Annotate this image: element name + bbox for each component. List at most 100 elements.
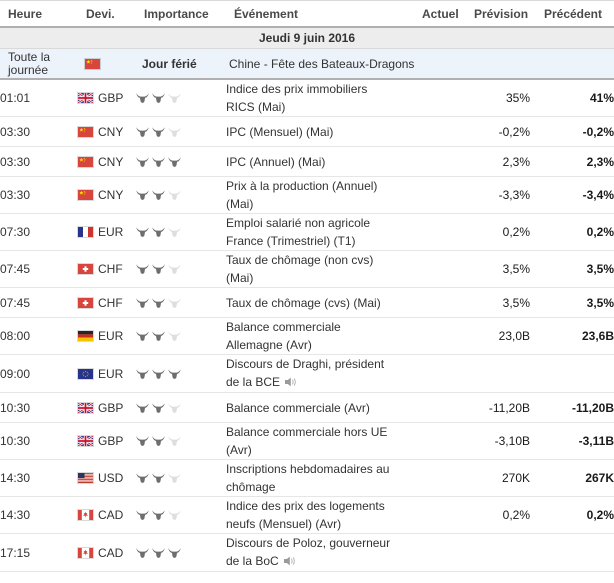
col-header-evenement: Événement [226,0,422,28]
holiday-forecast-value [474,48,530,80]
importance-rating [136,354,226,393]
bull-icon [168,157,181,168]
bull-icon [136,157,149,168]
flag-can-icon [78,510,93,520]
holiday-event-title[interactable]: Chine - Fête des Bateaux-Dragons [229,56,415,71]
importance-rating [136,459,226,497]
event-time: 03:30 [0,176,78,214]
event-time: 09:00 [0,354,78,393]
event-title[interactable]: Inscriptions hebdomadaires au chômage [226,462,390,494]
actual-value [422,392,474,423]
forecast-value: 23,0B [474,317,530,355]
previous-value: -3,11B [530,422,614,460]
bull-icon [152,298,165,309]
importance-rating [136,287,226,318]
bull-icon [152,369,165,380]
currency-code: CNY [98,124,124,139]
bull-icon [168,510,181,521]
event-title[interactable]: Discours de Poloz, gouverneur de la BoC [226,536,391,568]
forecast-value: -11,20B [474,392,530,423]
currency-code: CHF [98,295,123,310]
flag-cny-icon [78,126,93,137]
importance-rating [136,79,226,117]
col-header-heure: Heure [0,0,78,28]
event-time: 01:01 [0,79,78,117]
event-title[interactable]: Indice des prix des logements neufs (Men… [226,499,385,531]
event-row: 10:30 GBP Balance commerciale hors UE (A… [0,422,614,460]
forecast-value: 0,2% [474,496,530,534]
event-title[interactable]: Discours de Draghi, président de la BCE [226,357,385,389]
bull-icon [136,473,149,484]
flag-gbp-icon [78,402,93,413]
bull-icon [136,227,149,238]
actual-value [422,79,474,117]
flag-gbp-icon [78,93,93,103]
flag-usa-icon [78,473,93,483]
actual-value [422,496,474,534]
bull-icon [152,93,165,104]
event-row: 01:01 GBP Indice des prix immobiliers RI… [0,79,614,117]
event-row: 10:30 GBP Balance commerciale (Avr) -11,… [0,392,614,423]
event-time: 07:45 [0,250,78,288]
bull-icon [152,548,165,559]
bull-icon [152,331,165,342]
importance-rating [136,213,226,251]
previous-value: -0,2% [530,116,614,147]
event-title[interactable]: Taux de chômage (cvs) (Mai) [226,295,381,310]
event-title[interactable]: Balance commerciale hors UE (Avr) [226,425,388,457]
previous-value: 2,3% [530,146,614,177]
event-time: 03:30 [0,116,78,147]
forecast-value: -3,3% [474,176,530,214]
previous-value [530,533,614,572]
event-title[interactable]: Indice des prix immobiliers RICS (Mai) [226,82,368,114]
col-header-devise: Devi. [78,0,136,28]
event-title[interactable]: Balance commerciale (Avr) [226,400,370,415]
bull-icon [152,157,165,168]
actual-value [422,533,474,572]
event-title[interactable]: Prix à la production (Annuel) (Mai) [226,179,378,211]
event-time: 10:30 [0,422,78,460]
event-title[interactable]: IPC (Mensuel) (Mai) [226,124,334,139]
event-time: 07:30 [0,213,78,251]
bull-icon [168,264,181,275]
forecast-value: 2,3% [474,146,530,177]
bull-icon [136,510,149,521]
event-title[interactable]: Emploi salarié non agricole France (Trim… [226,216,371,248]
speaker-icon [283,553,297,571]
bull-icon [168,369,181,380]
event-row: 17:15 CAD Discours de Poloz, gouverneur … [0,533,614,572]
holiday-label: Jour férié [136,48,226,80]
event-title[interactable]: Taux de chômage (non cvs) (Mai) [226,253,374,285]
currency-code: GBP [98,434,124,448]
importance-rating [136,392,226,423]
event-title[interactable]: Balance commerciale Allemagne (Avr) [226,320,341,352]
importance-rating [136,422,226,460]
event-row: 03:30 CNY IPC (Mensuel) (Mai) -0,2% -0,2… [0,116,614,147]
event-title[interactable]: IPC (Annuel) (Mai) [226,154,326,169]
bull-icon [136,93,149,104]
bull-icon [136,190,149,201]
bull-icon [152,127,165,138]
flag-can-icon [78,547,93,558]
importance-rating [136,533,226,572]
importance-rating [136,496,226,534]
bull-icon [152,473,165,484]
currency-code: EUR [98,329,124,343]
previous-value: 3,5% [530,250,614,288]
forecast-value: 35% [474,79,530,117]
event-row: 03:30 CNY Prix à la production (Annuel) … [0,176,614,214]
bull-icon [168,127,181,138]
bull-icon [136,369,149,380]
currency-code: USD [98,471,124,485]
actual-value [422,146,474,177]
previous-value: 3,5% [530,287,614,318]
currency-code: EUR [98,366,124,381]
currency-code: CNY [98,154,124,169]
bull-icon [168,190,181,201]
previous-value: -3,4% [530,176,614,214]
bull-icon [152,436,165,447]
event-row: 08:00 EUR Balance commerciale Allemagne … [0,317,614,355]
date-header-row: Jeudi 9 juin 2016 [0,27,614,49]
flag-cny-icon [78,156,93,167]
bull-icon [168,473,181,484]
